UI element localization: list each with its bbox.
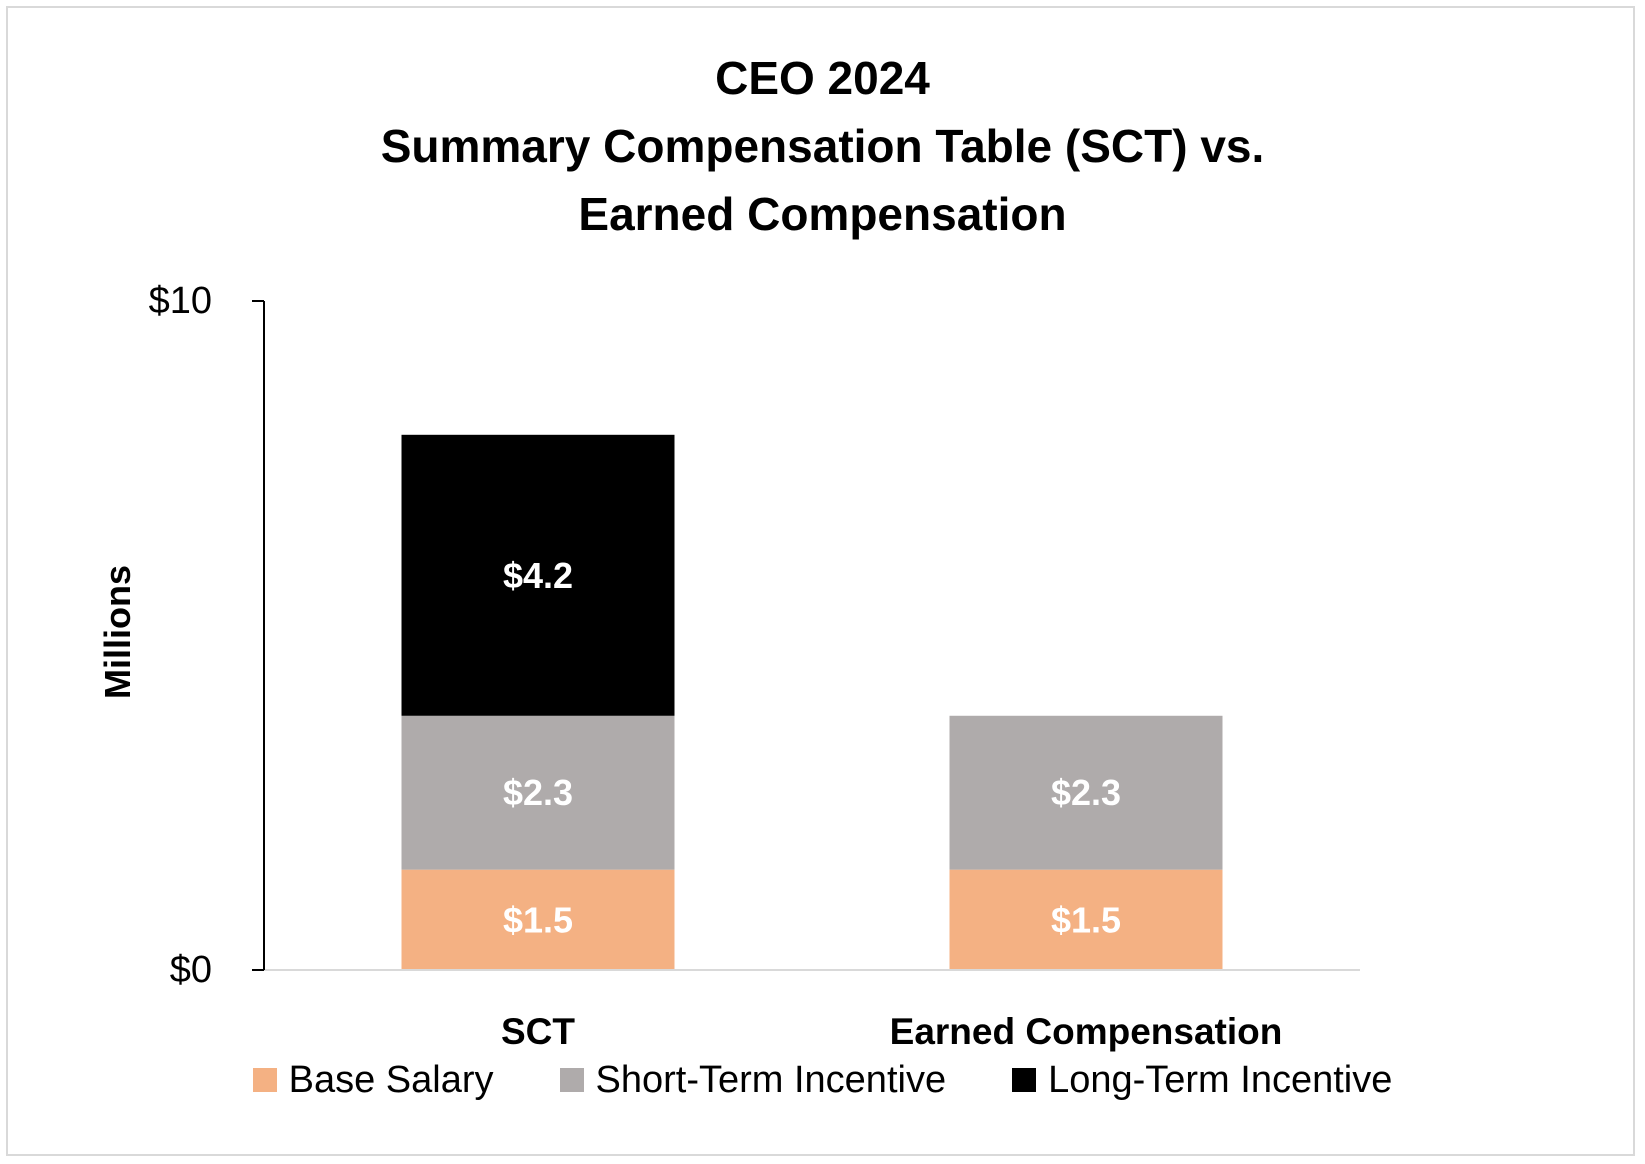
legend-label-long-term-incentive: Long-Term Incentive [1048, 1059, 1393, 1101]
x-tick-label-sct: SCT [501, 1011, 575, 1052]
legend-item-long-term-incentive: Long-Term Incentive [1012, 1056, 1392, 1104]
legend-swatch-short-term-incentive [559, 1068, 584, 1092]
bar-earned-compensation-short-term-incentive [949, 715, 1223, 870]
legend: Base Salary Short-Term Incentive Long-Te… [0, 1056, 1645, 1104]
data-label-sct-short-term-incentive: $2.3 [503, 772, 573, 813]
y-tick-label-10: $10 [149, 280, 212, 322]
legend-swatch-base-salary [252, 1068, 277, 1092]
data-label-sct-long-term-incentive: $4.2 [503, 555, 573, 596]
y-tick-label-0: $0 [170, 949, 212, 991]
data-label-earned-compensation-base-salary: $1.5 [1051, 899, 1121, 940]
chart-title-line-3: Earned Compensation [578, 188, 1067, 240]
data-label-sct-base-salary: $1.5 [503, 899, 573, 940]
legend-label-short-term-incentive: Short-Term Incentive [595, 1059, 947, 1101]
chart-title: CEO 2024 Summary Compensation Table (SCT… [0, 44, 1645, 248]
x-tick-label-earned-compensation: Earned Compensation [890, 1011, 1283, 1052]
legend-item-base-salary: Base Salary [252, 1056, 494, 1104]
legend-item-short-term-incentive: Short-Term Incentive [559, 1056, 947, 1104]
bar-sct-short-term-incentive [401, 715, 675, 870]
data-label-earned-compensation-short-term-incentive: $2.3 [1051, 772, 1121, 813]
chart-title-line-1: CEO 2024 [715, 52, 930, 104]
bar-sct-base-salary [401, 869, 675, 970]
legend-label-base-salary: Base Salary [288, 1059, 494, 1101]
bar-sct-long-term-incentive [401, 434, 675, 716]
chart-frame [6, 6, 1635, 1156]
chart-title-line-2: Summary Compensation Table (SCT) vs. [380, 120, 1265, 172]
bar-earned-compensation-base-salary [949, 869, 1223, 970]
legend-swatch-long-term-incentive [1012, 1068, 1037, 1092]
